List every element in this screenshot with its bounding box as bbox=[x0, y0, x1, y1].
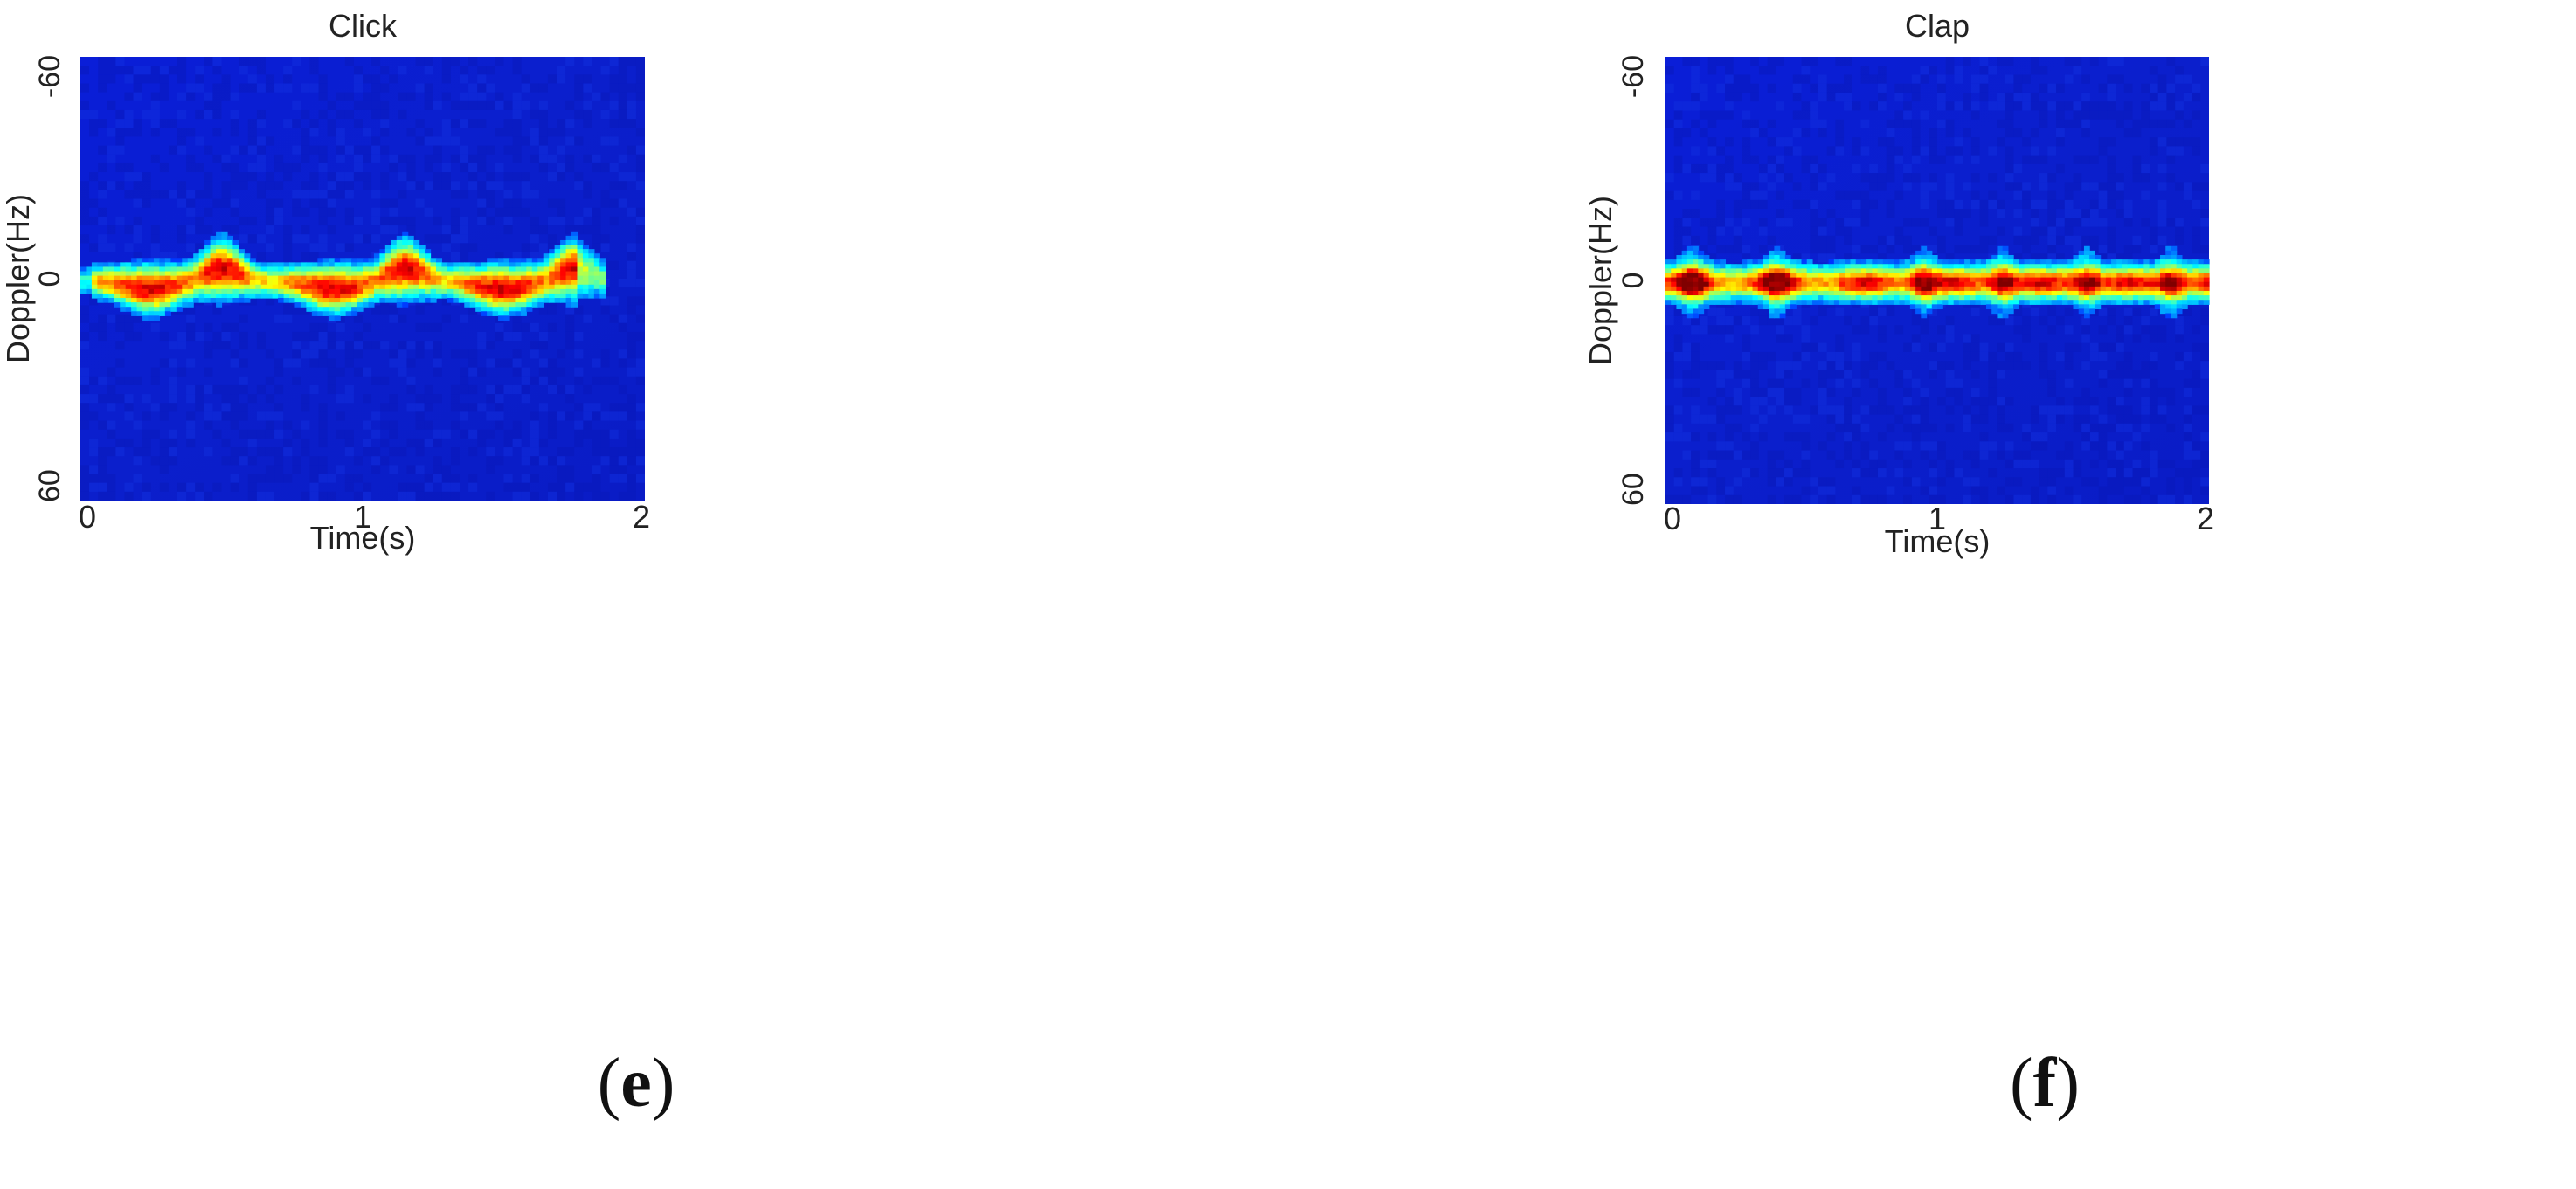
y-axis-label: Doppler(Hz) bbox=[1582, 196, 1618, 365]
doppler-signal-band bbox=[80, 231, 606, 321]
y-tick-label: -60 bbox=[33, 55, 66, 98]
x-tick-label: 1 bbox=[354, 499, 371, 535]
clap-spectrogram-chart: Clap 0 1 2 Time(s) -60 0 60 Doppler(Hz) bbox=[1582, 8, 2214, 559]
x-axis-label: Time(s) bbox=[1885, 523, 1991, 559]
x-axis-label: Time(s) bbox=[310, 520, 416, 556]
y-tick-label: 0 bbox=[1617, 273, 1650, 289]
x-tick-label: 1 bbox=[1929, 501, 1946, 536]
panel-label-f: (f) bbox=[2010, 1045, 2080, 1122]
clap-spectrogram-panel: Clap 0 1 2 Time(s) -60 0 60 Doppler(Hz) (f) bbox=[1288, 0, 2576, 1189]
background-noise bbox=[80, 57, 645, 501]
y-axis-label: Doppler(Hz) bbox=[0, 194, 36, 363]
doppler-signal-band bbox=[1665, 245, 2210, 319]
x-tick-label: 2 bbox=[2197, 501, 2214, 536]
click-spectrogram-chart: Click 0 1 2 Time(s) -60 0 60 Doppler(Hz) bbox=[0, 8, 650, 556]
panel-label-e: (e) bbox=[597, 1045, 675, 1122]
x-tick-label: 0 bbox=[79, 499, 96, 535]
x-tick-label: 2 bbox=[633, 499, 650, 535]
y-tick-label: 60 bbox=[33, 469, 66, 502]
y-tick-label: -60 bbox=[1617, 55, 1650, 98]
click-spectrogram-panel: Click 0 1 2 Time(s) -60 0 60 Doppler(Hz) (e) bbox=[0, 8, 675, 1122]
x-tick-label: 0 bbox=[1664, 501, 1681, 536]
chart-title: Click bbox=[329, 8, 398, 44]
y-tick-label: 0 bbox=[33, 271, 66, 287]
chart-title: Clap bbox=[1905, 8, 1970, 44]
y-tick-label: 60 bbox=[1617, 473, 1650, 506]
